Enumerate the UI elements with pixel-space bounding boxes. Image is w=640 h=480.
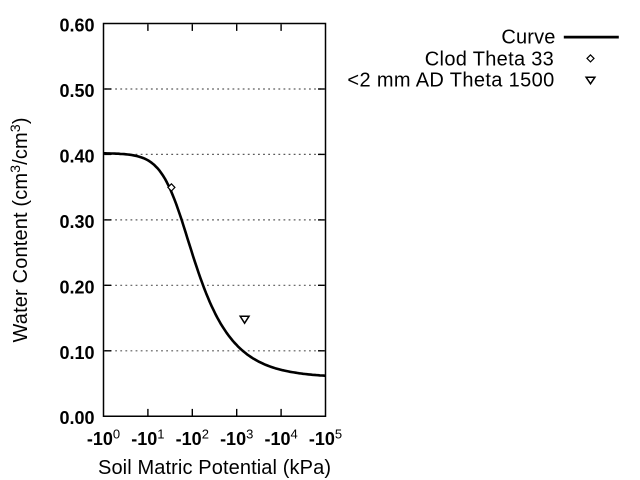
svg-text:-101: -101 — [131, 427, 164, 450]
svg-text:<2 mm AD Theta 1500: <2 mm AD Theta 1500 — [347, 70, 554, 92]
svg-text:0.40: 0.40 — [59, 146, 94, 166]
svg-text:0.20: 0.20 — [59, 277, 94, 297]
svg-text:0.50: 0.50 — [59, 81, 94, 101]
svg-text:0.00: 0.00 — [59, 408, 94, 428]
svg-text:0.30: 0.30 — [59, 212, 94, 232]
svg-text:-105: -105 — [309, 427, 342, 450]
svg-text:-104: -104 — [264, 427, 297, 450]
svg-text:Soil Matric Potential (kPa): Soil Matric Potential (kPa) — [98, 457, 331, 479]
svg-text:0.10: 0.10 — [59, 343, 94, 363]
svg-text:Clod Theta 33: Clod Theta 33 — [425, 48, 554, 70]
svg-text:Curve: Curve — [501, 27, 555, 49]
svg-text:-100: -100 — [87, 427, 120, 450]
svg-text:-102: -102 — [176, 427, 209, 450]
svg-text:-103: -103 — [220, 427, 253, 450]
svg-text:0.60: 0.60 — [59, 16, 94, 36]
svg-text:Water Content (cm3/cm3): Water Content (cm3/cm3) — [7, 118, 32, 343]
